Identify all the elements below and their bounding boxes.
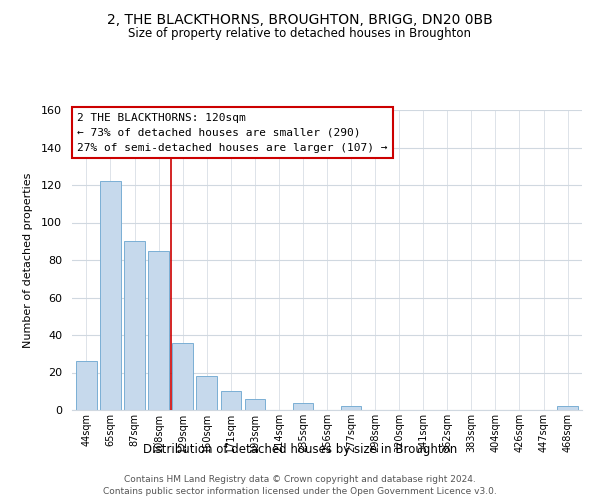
- Bar: [196, 376, 217, 410]
- Bar: [172, 342, 193, 410]
- Bar: [221, 391, 241, 410]
- Y-axis label: Number of detached properties: Number of detached properties: [23, 172, 33, 348]
- Bar: [76, 361, 97, 410]
- Text: Contains HM Land Registry data © Crown copyright and database right 2024.: Contains HM Land Registry data © Crown c…: [124, 475, 476, 484]
- Bar: [124, 242, 145, 410]
- Text: 2 THE BLACKTHORNS: 120sqm
← 73% of detached houses are smaller (290)
27% of semi: 2 THE BLACKTHORNS: 120sqm ← 73% of detac…: [77, 113, 388, 152]
- Bar: [245, 399, 265, 410]
- Bar: [148, 250, 169, 410]
- Bar: [293, 402, 313, 410]
- Text: Contains public sector information licensed under the Open Government Licence v3: Contains public sector information licen…: [103, 488, 497, 496]
- Bar: [557, 406, 578, 410]
- Text: Size of property relative to detached houses in Broughton: Size of property relative to detached ho…: [128, 28, 472, 40]
- Bar: [100, 181, 121, 410]
- Bar: [341, 406, 361, 410]
- Text: 2, THE BLACKTHORNS, BROUGHTON, BRIGG, DN20 0BB: 2, THE BLACKTHORNS, BROUGHTON, BRIGG, DN…: [107, 12, 493, 26]
- Text: Distribution of detached houses by size in Broughton: Distribution of detached houses by size …: [143, 442, 457, 456]
